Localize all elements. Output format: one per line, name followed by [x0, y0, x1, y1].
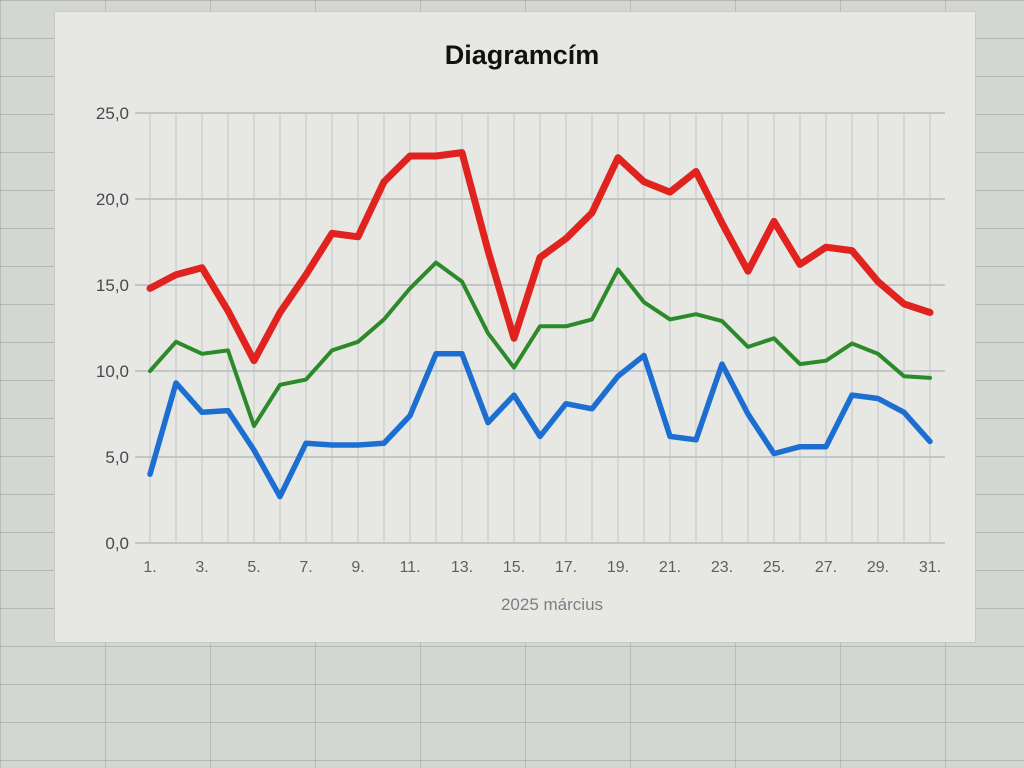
series-line-1 — [146, 149, 934, 365]
gridlines — [135, 112, 945, 544]
x-tick-label: 23. — [711, 559, 733, 576]
x-tick-label: 9. — [351, 559, 364, 576]
series-line-2 — [148, 260, 932, 428]
x-tick-label: 5. — [247, 559, 260, 576]
y-tick-label: 5,0 — [105, 448, 129, 467]
x-tick-label: 13. — [451, 559, 473, 576]
x-tick-label: 7. — [299, 559, 312, 576]
x-axis-ticks: 1. 3. 5. 7. 9. 11. 13. 15. 17. 19. 21. 23. 25. 27. 29.… — [143, 559, 941, 576]
x-tick-label: 17. — [555, 559, 577, 576]
x-tick-label: 15. — [503, 559, 525, 576]
x-tick-label: 11. — [399, 559, 420, 576]
chart-title: Diagramcím — [445, 40, 600, 70]
x-tick-label: 3. — [195, 559, 208, 576]
x-tick-label: 21. — [659, 559, 681, 576]
y-tick-label: 15,0 — [96, 276, 129, 295]
x-tick-label: 27. — [815, 559, 837, 576]
x-tick-label: 31. — [919, 559, 941, 576]
x-tick-label: 25. — [763, 559, 785, 576]
series-line-3 — [147, 351, 933, 500]
y-axis-ticks: 0,0 5,0 10,0 15,0 20,0 25,0 — [96, 104, 129, 553]
x-tick-label: 19. — [607, 559, 629, 576]
y-tick-label: 25,0 — [96, 104, 129, 123]
series-lines — [146, 149, 934, 500]
x-axis-title: 2025 március — [501, 595, 603, 614]
y-tick-label: 10,0 — [96, 362, 129, 381]
y-tick-label: 20,0 — [96, 190, 129, 209]
y-tick-label: 0,0 — [105, 534, 129, 553]
x-tick-label: 1. — [143, 559, 156, 576]
x-tick-label: 29. — [867, 559, 889, 576]
